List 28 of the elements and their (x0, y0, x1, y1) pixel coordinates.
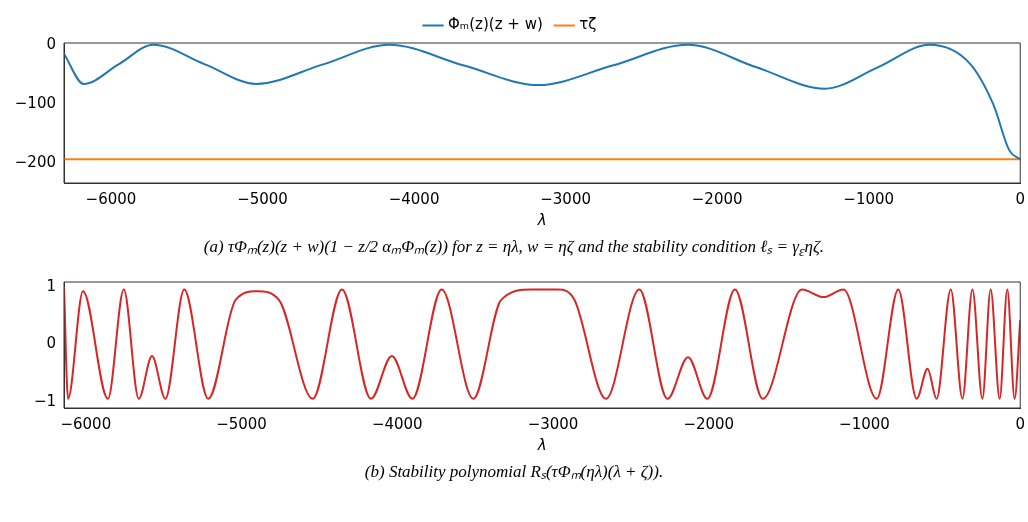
legend-label: Φₘ(z)(z + w) (448, 15, 543, 34)
x-tick-label: −5000 (216, 415, 267, 434)
y-tick-label: −200 (14, 153, 56, 172)
x-tick-label: −3000 (527, 415, 579, 434)
x-tick-label: −4000 (388, 189, 440, 208)
line-series (64, 286, 1021, 401)
y-tick-label: −100 (14, 93, 56, 112)
x-tick-label: −5000 (237, 189, 288, 208)
line-series (64, 43, 1021, 161)
x-tick-label: −3000 (540, 189, 591, 208)
legend-label: τζ (579, 15, 597, 34)
x-tick-label: −4000 (371, 415, 423, 434)
x-tick-label: −6000 (60, 415, 112, 434)
x-axis-title: λ (536, 210, 547, 229)
text: (b) Stability polynomial Rₛ(τΦₘ(ηλ)(λ + ζ)). (363, 461, 665, 484)
y-tick-label: 0 (46, 34, 56, 53)
text: (a) τΦₘ(z)(z + w)(1 − z/2 αₘΦₘ(z)) for z = ηλ, w = ηζ and the stability condition ℓₛ = γ$_{ε}$ηζ. (202, 236, 826, 262)
x-tick-label: −2000 (691, 189, 743, 208)
y-tick-label: 0 (46, 334, 56, 353)
y-tick-label: 1 (46, 276, 56, 295)
x-tick-label: −1000 (839, 415, 890, 434)
x-tick-label: −6000 (85, 189, 137, 208)
x-tick-label: −1000 (843, 189, 895, 208)
x-tick-label: 0 (1015, 189, 1025, 208)
x-tick-label: 0 (1015, 415, 1025, 434)
x-axis-title: λ (536, 436, 547, 455)
y-tick-label: −1 (33, 392, 56, 411)
x-tick-label: −2000 (683, 415, 735, 434)
